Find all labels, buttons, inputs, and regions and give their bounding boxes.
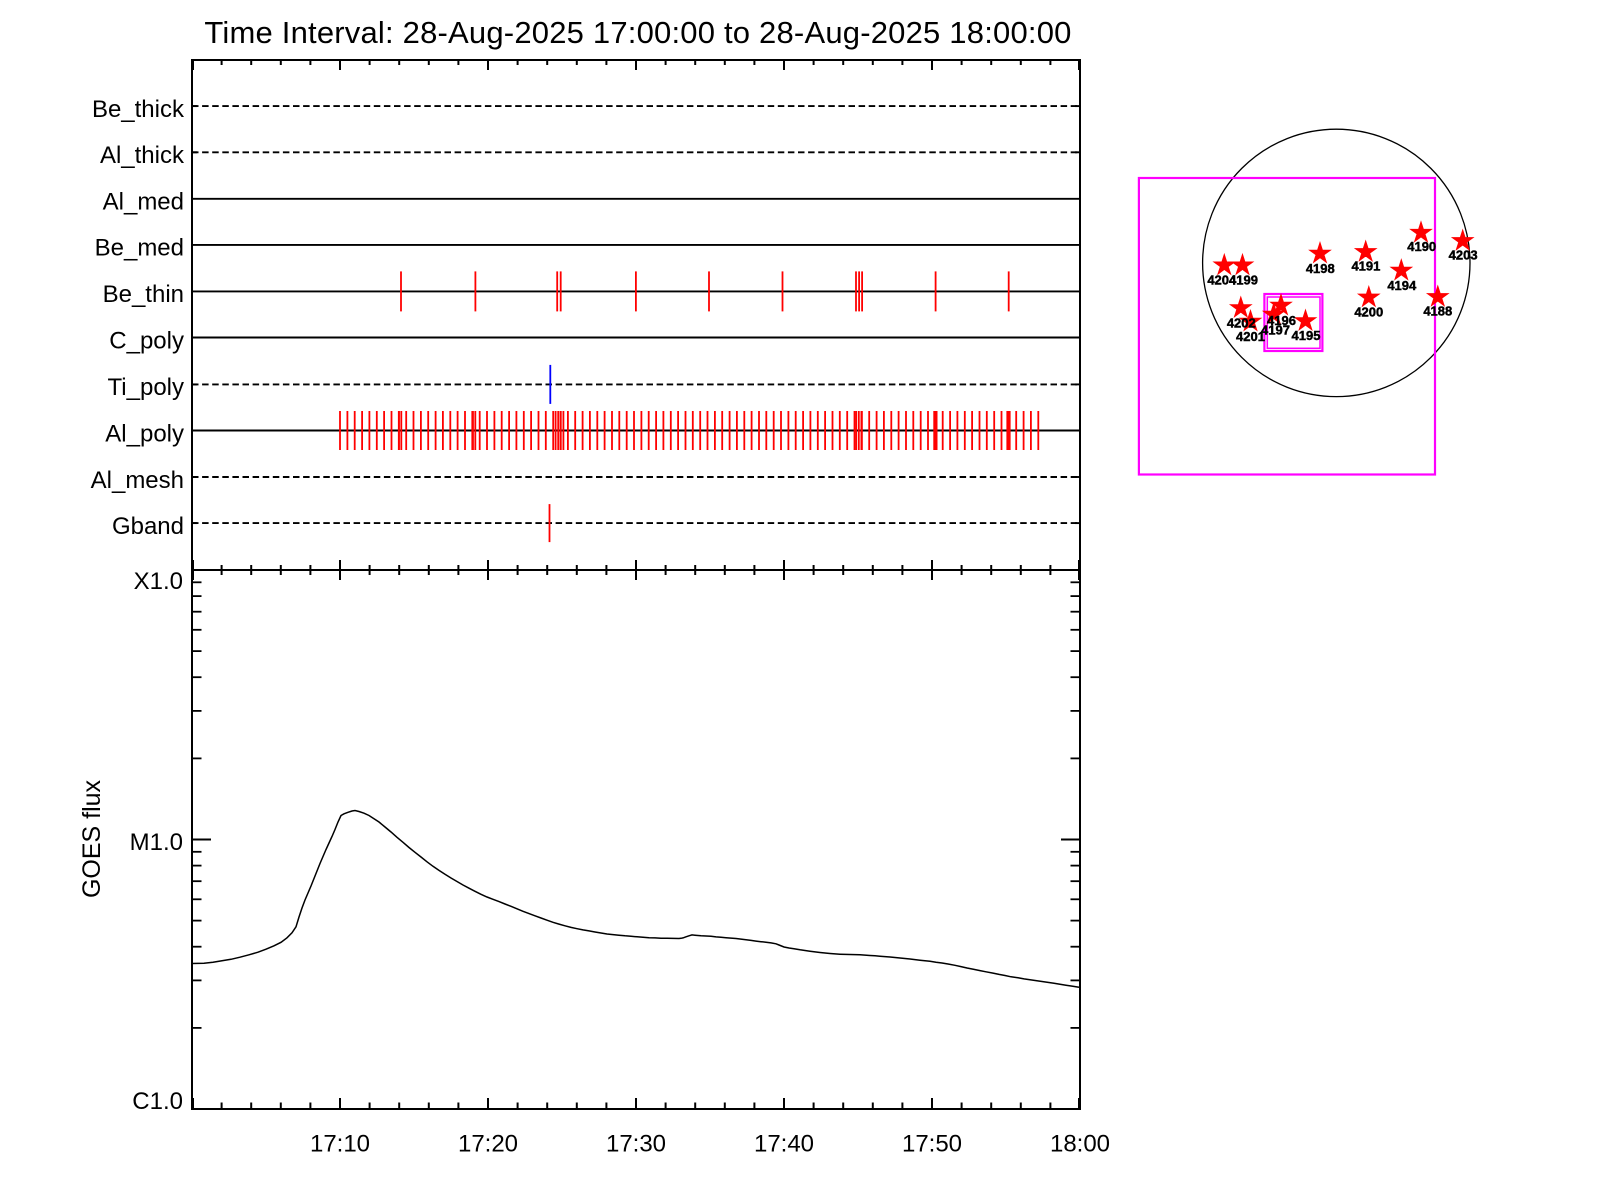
- svg-text:4198: 4198: [1306, 261, 1335, 276]
- svg-text:4203: 4203: [1449, 247, 1478, 262]
- svg-text:17:40: 17:40: [754, 1131, 814, 1158]
- svg-text:17:30: 17:30: [606, 1131, 666, 1158]
- svg-text:4194: 4194: [1387, 278, 1417, 293]
- svg-text:17:10: 17:10: [310, 1131, 370, 1158]
- svg-text:4199: 4199: [1229, 273, 1258, 288]
- svg-text:Al_med: Al_med: [103, 189, 184, 216]
- svg-text:C1.0: C1.0: [132, 1088, 183, 1115]
- svg-text:4201: 4201: [1236, 329, 1265, 344]
- svg-text:4190: 4190: [1407, 239, 1436, 254]
- svg-text:4197: 4197: [1261, 323, 1290, 338]
- svg-text:4204: 4204: [1207, 272, 1237, 287]
- svg-text:4195: 4195: [1292, 328, 1321, 343]
- svg-text:Be_med: Be_med: [95, 235, 184, 262]
- svg-text:Ti_poly: Ti_poly: [108, 374, 184, 401]
- svg-text:4196: 4196: [1267, 313, 1296, 328]
- svg-text:4191: 4191: [1351, 259, 1380, 274]
- svg-text:Be_thin: Be_thin: [103, 281, 184, 308]
- svg-text:4188: 4188: [1423, 303, 1452, 318]
- svg-text:Be_thick: Be_thick: [92, 96, 185, 123]
- svg-text:17:50: 17:50: [902, 1131, 962, 1158]
- svg-text:X1.0: X1.0: [134, 568, 183, 595]
- svg-text:GOES flux: GOES flux: [78, 779, 106, 898]
- svg-text:Al_mesh: Al_mesh: [91, 467, 184, 494]
- svg-text:Gband: Gband: [112, 513, 184, 540]
- svg-text:18:00: 18:00: [1050, 1131, 1110, 1158]
- svg-text:4200: 4200: [1354, 304, 1383, 319]
- svg-text:Al_poly: Al_poly: [105, 420, 184, 447]
- svg-text:Time Interval: 28-Aug-2025 17:: Time Interval: 28-Aug-2025 17:00:00 to 2…: [204, 15, 1071, 50]
- svg-text:4202: 4202: [1227, 316, 1256, 331]
- svg-text:C_poly: C_poly: [109, 327, 184, 354]
- svg-text:17:20: 17:20: [458, 1131, 518, 1158]
- svg-text:Al_thick: Al_thick: [100, 142, 185, 169]
- svg-text:M1.0: M1.0: [130, 829, 183, 856]
